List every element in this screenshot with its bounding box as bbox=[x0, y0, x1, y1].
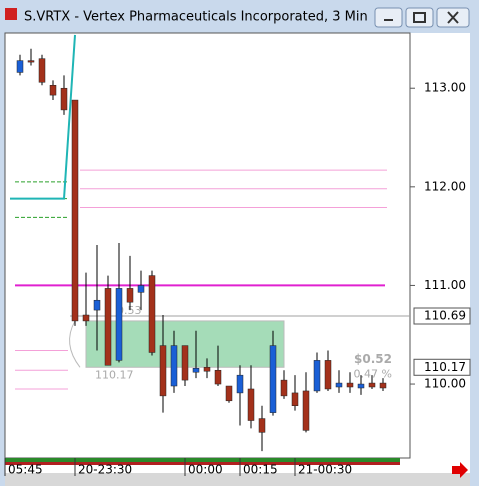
candle-body bbox=[104, 288, 112, 366]
measure-left-label: 0.53 bbox=[117, 304, 142, 317]
window-buttons[interactable] bbox=[374, 7, 470, 28]
candle-body bbox=[192, 368, 200, 373]
price-tag-label: 110.69 bbox=[424, 309, 466, 323]
minimize-button[interactable] bbox=[374, 7, 403, 28]
y-tick-label: 110.00 bbox=[424, 377, 466, 391]
app-icon bbox=[5, 8, 17, 20]
candle-body bbox=[71, 99, 79, 322]
x-tick-label: 05:45 bbox=[8, 463, 43, 477]
price-tag-label: 110.17 bbox=[424, 360, 466, 374]
candle-body bbox=[93, 299, 101, 311]
candle-body bbox=[302, 390, 310, 431]
candle-body bbox=[236, 374, 244, 394]
candle-body bbox=[291, 392, 299, 406]
time-bar bbox=[5, 458, 400, 462]
candle-body bbox=[27, 60, 35, 63]
x-tick-label: 20-23:30 bbox=[78, 463, 132, 477]
candle-body bbox=[324, 360, 332, 390]
candle-body bbox=[38, 58, 46, 83]
candle-body bbox=[49, 85, 57, 96]
candle-body bbox=[126, 288, 134, 303]
candle-body bbox=[137, 285, 145, 293]
candle-body bbox=[280, 379, 288, 397]
x-tick-label: 00:15 bbox=[243, 463, 278, 477]
candle-body bbox=[115, 288, 123, 361]
candle-body bbox=[335, 382, 343, 388]
candle-body bbox=[357, 383, 365, 389]
maximize-icon bbox=[413, 12, 426, 23]
candle-body bbox=[159, 345, 167, 397]
x-tick-label: 00:00 bbox=[188, 463, 223, 477]
price-tag bbox=[413, 307, 471, 325]
candle-body bbox=[247, 388, 255, 421]
status-bar bbox=[5, 473, 470, 486]
maximize-button[interactable] bbox=[405, 7, 434, 28]
candle-body bbox=[346, 382, 354, 388]
candle-body bbox=[379, 382, 387, 389]
y-tick-label: 112.00 bbox=[424, 179, 466, 193]
candle-body bbox=[203, 367, 211, 372]
candle-body bbox=[258, 418, 266, 433]
measure-percent-label: 0.47 % bbox=[354, 367, 392, 380]
y-tick-label: 113.00 bbox=[424, 81, 466, 95]
measure-curve bbox=[69, 320, 81, 368]
candle-body bbox=[225, 385, 233, 402]
price-tag bbox=[413, 358, 471, 376]
candle-body bbox=[60, 87, 68, 111]
candle-body bbox=[313, 360, 321, 392]
candle-body bbox=[368, 382, 376, 388]
candle-body bbox=[82, 314, 90, 322]
scroll-arrow[interactable] bbox=[452, 462, 468, 478]
close-icon bbox=[447, 11, 459, 24]
y-tick-label: 111.00 bbox=[424, 278, 466, 292]
candle-body bbox=[269, 345, 277, 413]
measure-change-label: $0.52 bbox=[354, 352, 392, 366]
time-bar-lower bbox=[5, 462, 400, 465]
indicator-line bbox=[10, 34, 76, 200]
candle-body bbox=[181, 345, 189, 381]
candle-body bbox=[170, 345, 178, 387]
candle-body bbox=[16, 60, 24, 73]
measure-price-label: 110.17 bbox=[95, 368, 134, 381]
candle-body bbox=[148, 275, 156, 353]
candle-body bbox=[214, 369, 222, 385]
window-title: S.VRTX - Vertex Pharmaceuticals Incorpor… bbox=[24, 10, 368, 25]
x-tick-label: 21-00:30 bbox=[298, 463, 352, 477]
